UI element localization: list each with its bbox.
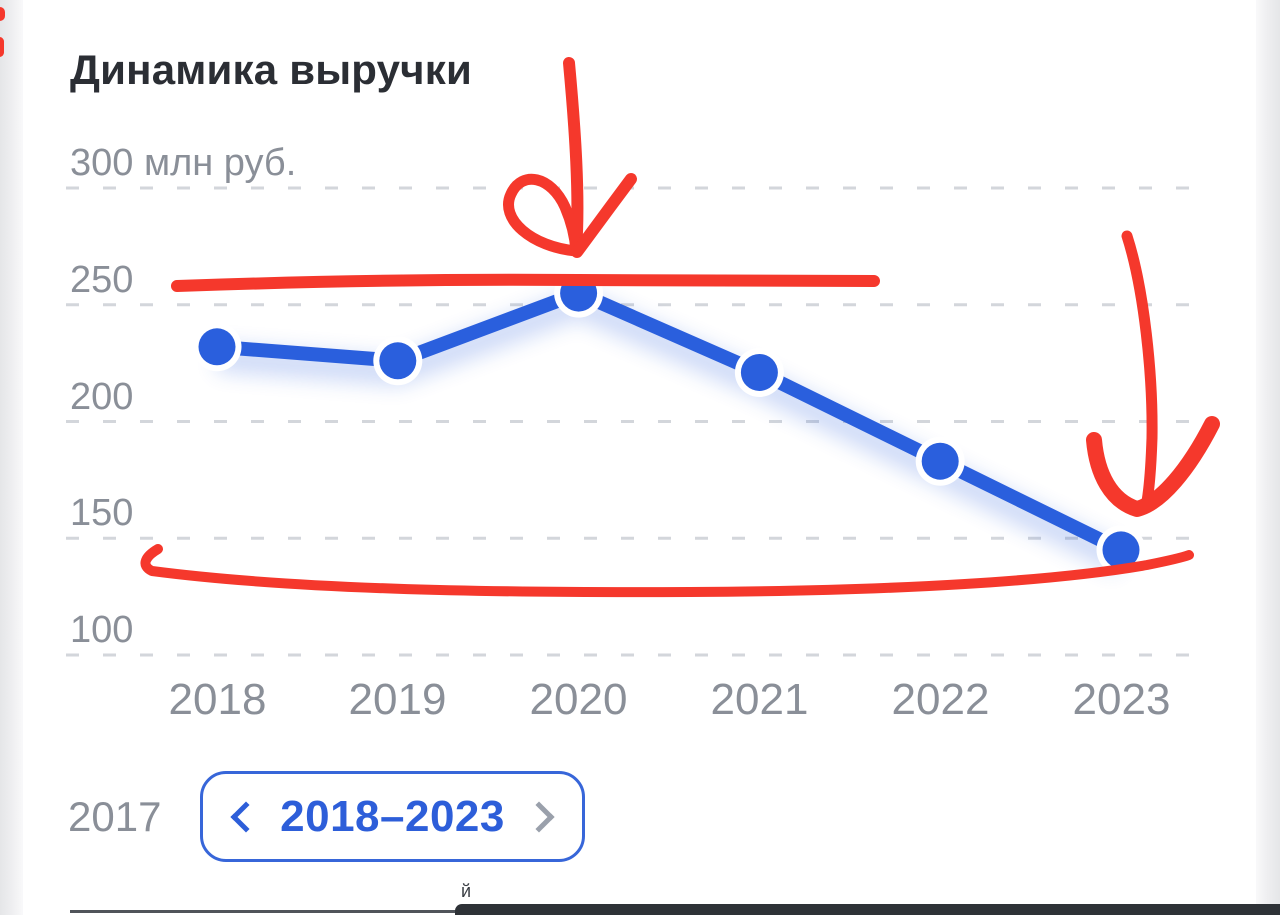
- data-point-dot: [921, 442, 959, 480]
- data-point-dot: [740, 353, 778, 391]
- annotation-arrow-2023-shaft: [1121, 230, 1158, 513]
- data-point-dot: [1102, 531, 1140, 569]
- chevron-left-icon[interactable]: [230, 800, 262, 833]
- y-axis-tick-250: 250: [70, 259, 134, 301]
- chart-title: Динамика выручки: [70, 46, 472, 93]
- y-axis-tick-100: 100: [70, 609, 134, 651]
- annotation-line-250: [171, 273, 880, 292]
- data-point-2021[interactable]: [734, 347, 784, 397]
- data-point-dot: [198, 328, 236, 366]
- data-point-2018[interactable]: [192, 322, 242, 372]
- annotation-left-edge-mark-2: [0, 37, 4, 57]
- annotation-left-edge-mark-1: [0, 7, 5, 21]
- red-annotations: [0, 7, 1220, 598]
- data-point-dot: [379, 342, 417, 380]
- line-glow: [215, 288, 1128, 574]
- y-axis-tick-200: 200: [70, 376, 134, 418]
- bottom-clipped-text: й: [461, 881, 472, 901]
- x-axis-label-2018: 2018: [168, 675, 267, 724]
- revenue-line-series: [192, 268, 1146, 575]
- chevron-right-icon[interactable]: [523, 800, 555, 833]
- x-axis-label-2020: 2020: [529, 675, 628, 724]
- right-edge-strip: [1256, 0, 1280, 915]
- y-axis-tick-300: 300 млн руб.: [70, 142, 297, 184]
- annotation-arrow-2020-barb: [571, 173, 637, 258]
- data-point-2019[interactable]: [373, 336, 423, 386]
- data-point-2023[interactable]: [1096, 525, 1146, 575]
- y-axis-tick-150: 150: [70, 492, 134, 534]
- x-axis-label-2023: 2023: [1072, 675, 1171, 724]
- pager-prev-year-label: 2017: [68, 793, 162, 840]
- bottom-clipped-bar: [455, 904, 1280, 915]
- x-axis-label-2021: 2021: [710, 675, 809, 724]
- left-edge-strip: [0, 0, 23, 915]
- x-axis-label-2019: 2019: [348, 675, 447, 724]
- annotation-underline: [140, 544, 1194, 598]
- period-pager-button[interactable]: 2018–2023: [200, 771, 585, 862]
- x-axis-label-2022: 2022: [891, 675, 990, 724]
- annotation-arrow-2023-head: [1086, 416, 1220, 517]
- pager-range-label: 2018–2023: [280, 791, 505, 841]
- gridlines: [66, 186, 1208, 657]
- revenue-line: [210, 286, 1128, 557]
- annotation-arrow-2020-loop: [503, 173, 582, 257]
- data-point-2022[interactable]: [915, 436, 965, 486]
